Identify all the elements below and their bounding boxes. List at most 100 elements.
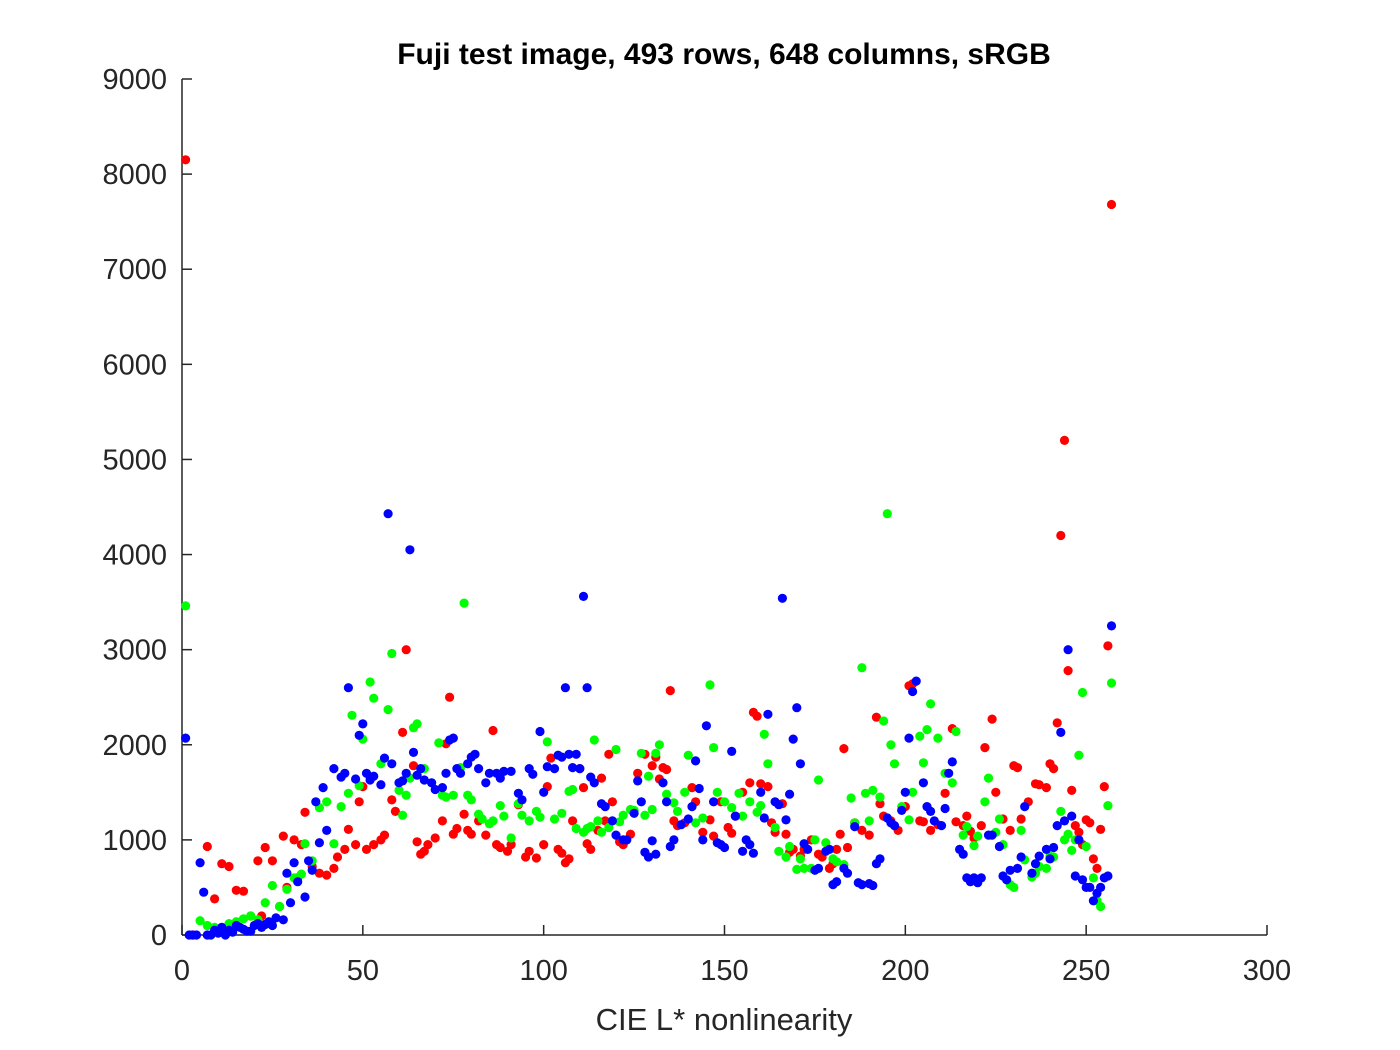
data-point (354, 797, 364, 807)
data-point (1085, 882, 1095, 893)
data-point (850, 822, 860, 832)
data-point (1052, 718, 1062, 728)
x-tick-label: 0 (174, 955, 190, 987)
data-point (756, 801, 766, 811)
data-point (781, 829, 791, 839)
data-point (915, 731, 925, 741)
data-point (1096, 824, 1106, 835)
data-points (181, 155, 1117, 940)
data-point (253, 856, 263, 866)
data-point (470, 749, 480, 759)
y-tick-label: 6000 (102, 349, 167, 381)
data-point (369, 840, 379, 850)
data-point (651, 748, 661, 758)
data-point (1103, 801, 1113, 811)
data-point (788, 734, 798, 744)
data-point (596, 773, 607, 783)
data-point (727, 828, 737, 838)
data-point (181, 601, 191, 611)
data-point (347, 710, 357, 720)
data-point (709, 797, 719, 807)
data-point (875, 799, 885, 809)
data-point (795, 854, 806, 864)
data-point (488, 816, 498, 826)
y-tick-label: 5000 (102, 444, 167, 476)
data-point (904, 733, 914, 743)
data-point (643, 852, 654, 862)
data-point (832, 877, 842, 887)
data-point (864, 830, 874, 840)
data-point (1034, 851, 1044, 861)
data-point (658, 778, 668, 788)
data-point (734, 788, 744, 798)
data-point (322, 797, 332, 807)
data-point (191, 930, 202, 940)
data-point (842, 842, 853, 853)
data-point (698, 827, 708, 837)
data-point (340, 768, 350, 778)
data-point (669, 798, 679, 808)
data-point (318, 783, 328, 793)
x-tick-label: 100 (519, 955, 567, 987)
data-point (824, 844, 835, 855)
data-point (260, 842, 270, 853)
data-point (756, 787, 766, 797)
data-point (289, 835, 299, 845)
data-point (524, 846, 534, 856)
data-point (900, 787, 910, 797)
data-point (745, 778, 755, 788)
data-point (857, 880, 867, 890)
data-point (231, 885, 241, 895)
data-point (481, 778, 491, 788)
data-point (842, 868, 853, 878)
data-point (987, 714, 997, 724)
data-point (466, 795, 476, 805)
data-point (1063, 829, 1073, 839)
data-point (398, 810, 408, 820)
data-point (640, 810, 650, 820)
data-point (238, 914, 249, 924)
data-point (1085, 818, 1095, 828)
data-point (774, 800, 784, 810)
x-tick-label: 250 (1062, 955, 1110, 987)
data-point (683, 814, 693, 824)
data-point (445, 692, 455, 702)
data-point (889, 759, 900, 769)
data-point (879, 716, 889, 726)
data-point (911, 676, 921, 686)
data-point (365, 677, 375, 687)
data-point (452, 823, 462, 834)
data-point (908, 787, 918, 797)
data-point (792, 864, 802, 875)
data-point (354, 730, 364, 740)
data-point (376, 780, 386, 790)
data-point (1067, 845, 1077, 856)
data-point (940, 803, 950, 814)
data-point (202, 841, 212, 852)
data-point (756, 779, 766, 789)
data-point (1012, 863, 1023, 874)
data-point (1056, 727, 1066, 738)
data-point (246, 911, 256, 921)
data-point (589, 735, 599, 745)
data-point (549, 814, 560, 824)
x-tick-label: 200 (881, 955, 929, 987)
data-point (539, 840, 549, 850)
data-point (296, 869, 306, 879)
x-ticks: 0 50 100 150 200 250 300 (174, 925, 1291, 987)
data-point (271, 913, 281, 923)
data-point (358, 719, 368, 729)
data-point (1067, 785, 1077, 796)
data-point (665, 686, 675, 696)
data-point (437, 816, 447, 826)
data-point (343, 824, 353, 835)
data-point (752, 711, 762, 721)
data-point (564, 854, 574, 864)
data-point (607, 797, 618, 807)
data-point (394, 785, 404, 796)
data-point (1077, 687, 1088, 698)
data-point (687, 802, 697, 812)
data-point (904, 815, 914, 825)
data-point (947, 778, 957, 788)
data-point (662, 789, 672, 799)
